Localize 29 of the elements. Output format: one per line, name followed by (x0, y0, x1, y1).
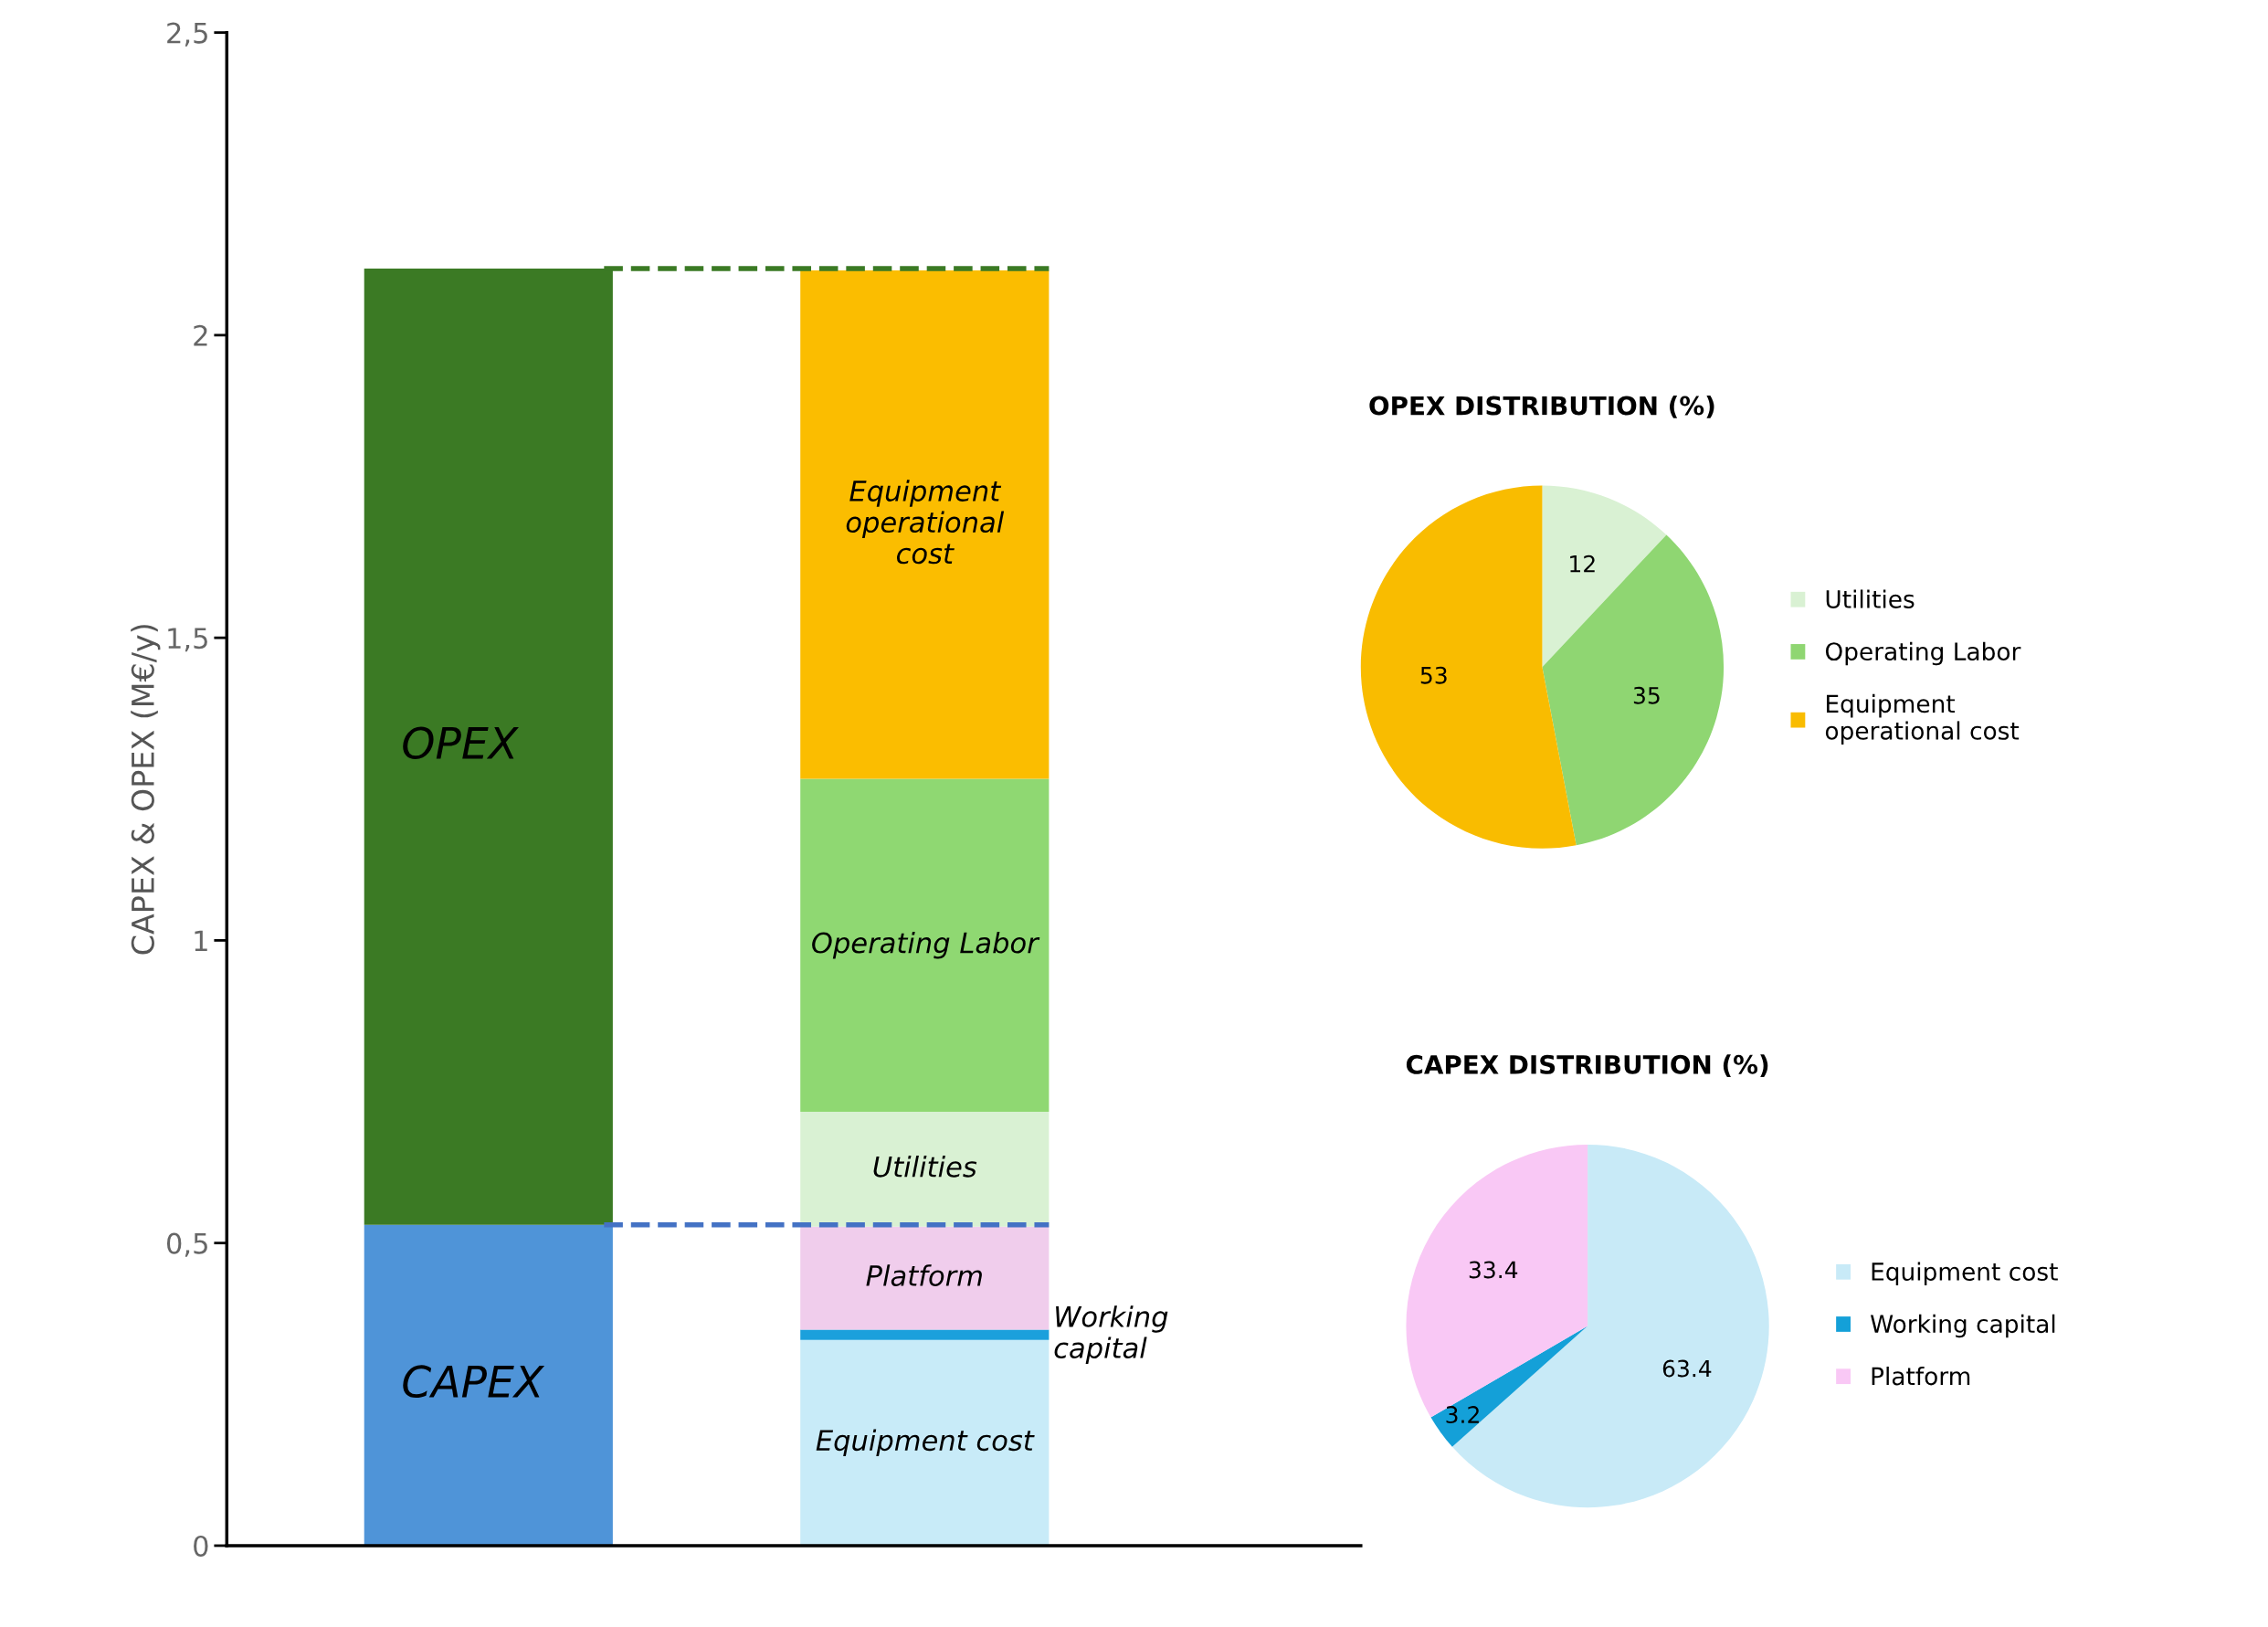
data-label: 35 (1633, 686, 1660, 704)
series-label: CAPEX (403, 1365, 545, 1399)
series-label: Working capital (1054, 1305, 1168, 1364)
series-label: Operating Labor (812, 931, 1040, 959)
legend-label: Equipment operational cost (1825, 693, 2020, 745)
series-label: Platform (866, 1264, 982, 1286)
chart-title: CAPEX DISTRIBUTION (%) (1406, 1054, 1768, 1078)
data-label: 63.4 (1662, 1359, 1712, 1378)
series-label: Equipment cost (816, 1429, 1035, 1457)
y-tick-label: 1 (195, 930, 207, 952)
legend-label: Working capital (1870, 1314, 2055, 1338)
data-label: 3.2 (1446, 1406, 1479, 1424)
series-label: Equipment operational cost (846, 480, 1005, 565)
data-label: 33.4 (1469, 1261, 1518, 1279)
y-tick-label: 2,5 (167, 22, 207, 47)
chart-title: OPEX DISTRIBUTION (%) (1369, 396, 1714, 418)
y-axis-title: CAPEX & OPEX (M€/y) (131, 625, 161, 955)
legend-label: Equipment cost (1872, 1262, 2058, 1286)
series-label: Utilities (873, 1156, 977, 1178)
data-label: 53 (1420, 666, 1447, 684)
series-label: OPEX (403, 726, 519, 760)
legend-label: Utilities (1826, 589, 1915, 608)
y-tick-label: 1,5 (168, 628, 207, 652)
data-label: 12 (1570, 555, 1595, 573)
y-tick-label: 2 (194, 324, 207, 346)
y-tick-label: 0 (194, 1535, 208, 1557)
y-tick-label: 0,5 (166, 1232, 207, 1257)
legend-label: Operating Labor (1825, 641, 2021, 666)
legend-label: Platform (1872, 1366, 1970, 1386)
